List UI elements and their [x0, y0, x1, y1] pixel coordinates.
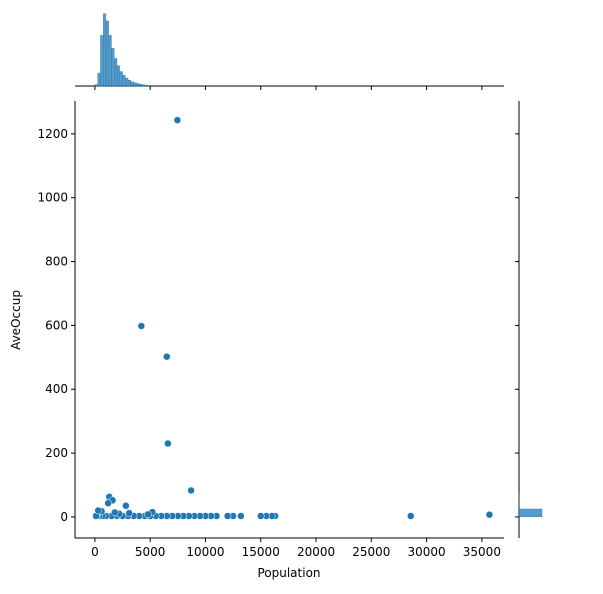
y-tick-label: 400: [45, 382, 68, 396]
x-axis-label: Population: [257, 566, 320, 580]
x-tick-label: 10000: [186, 545, 224, 559]
histogram-bar: [120, 72, 123, 86]
histogram-bar: [111, 48, 114, 86]
y-tick-label: 1000: [37, 191, 68, 205]
histogram-bar: [95, 85, 98, 86]
point: [163, 353, 170, 360]
y-tick-label: 1200: [37, 127, 68, 141]
histogram-bar: [142, 85, 145, 86]
point: [95, 507, 102, 514]
histogram-bar: [106, 21, 109, 86]
x-tick-label: 15000: [242, 545, 280, 559]
x-tick-label: 0: [91, 545, 99, 559]
point: [111, 509, 118, 516]
histogram-bar: [145, 85, 148, 86]
histogram-bar: [114, 58, 117, 86]
histogram-bar: [136, 83, 139, 86]
point: [224, 512, 231, 519]
histogram-bar: [139, 84, 142, 86]
point: [237, 512, 244, 519]
y-tick-label: 600: [45, 318, 68, 332]
x-tick-label: 20000: [297, 545, 335, 559]
x-tick-label: 30000: [408, 545, 446, 559]
histogram-bar: [98, 73, 101, 86]
histogram-bar: [131, 82, 134, 86]
point: [174, 117, 181, 124]
point: [188, 487, 195, 494]
point: [486, 511, 493, 518]
histogram-bar: [117, 66, 120, 86]
y-tick-label: 0: [60, 510, 68, 524]
y-tick-label: 800: [45, 255, 68, 269]
point: [257, 512, 264, 519]
x-tick-label: 35000: [463, 545, 501, 559]
histogram-bar: [147, 85, 150, 86]
y-axis-label: AveOccup: [9, 290, 23, 350]
point: [164, 440, 171, 447]
histogram-bar: [134, 83, 137, 86]
y-tick-label: 200: [45, 446, 68, 460]
point: [122, 502, 129, 509]
histogram-bar: [103, 14, 106, 86]
histogram-bar: [123, 75, 126, 86]
x-tick-label: 5000: [135, 545, 166, 559]
histogram-bar: [519, 509, 542, 517]
point: [138, 323, 145, 330]
point: [144, 511, 151, 518]
point: [105, 500, 112, 507]
x-tick-label: 25000: [352, 545, 390, 559]
point: [126, 510, 133, 517]
histogram-bar: [128, 80, 131, 86]
histogram-bar: [109, 35, 112, 86]
point: [407, 512, 414, 519]
histogram-bar: [100, 35, 103, 86]
histogram-bar: [125, 78, 128, 86]
